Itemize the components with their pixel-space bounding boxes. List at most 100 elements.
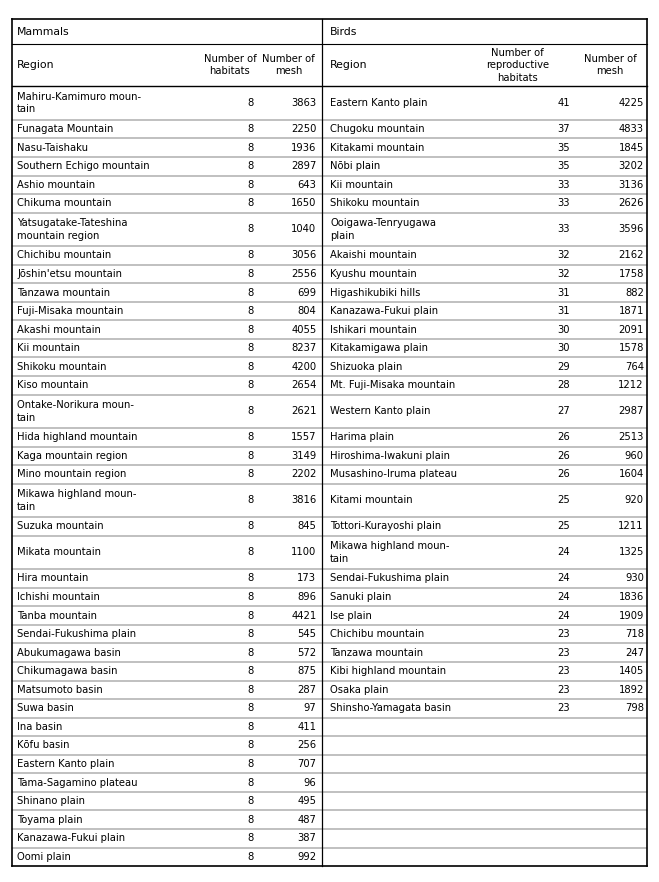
- Text: 4421: 4421: [291, 610, 316, 621]
- Text: Musashino-Iruma plateau: Musashino-Iruma plateau: [330, 469, 457, 480]
- Text: 1892: 1892: [618, 684, 644, 695]
- Text: 3596: 3596: [618, 224, 644, 235]
- Text: Ooigawa-Tenryugawa
plain: Ooigawa-Tenryugawa plain: [330, 218, 436, 241]
- Text: 804: 804: [298, 306, 316, 316]
- Text: Ontake-Norikura moun-
tain: Ontake-Norikura moun- tain: [17, 400, 134, 422]
- Text: 845: 845: [297, 521, 316, 532]
- Text: 545: 545: [297, 629, 316, 639]
- Text: Matsumoto basin: Matsumoto basin: [17, 684, 103, 695]
- Text: Higashikubiki hills: Higashikubiki hills: [330, 288, 420, 297]
- Text: Mikawa highland moun-
tain: Mikawa highland moun- tain: [17, 490, 136, 512]
- Text: 8: 8: [248, 451, 254, 461]
- Text: Chikuma mountain: Chikuma mountain: [17, 198, 111, 208]
- Text: Nasu-Taishaku: Nasu-Taishaku: [17, 143, 88, 153]
- Text: 764: 764: [625, 362, 644, 371]
- Text: 25: 25: [558, 496, 570, 505]
- Text: Tama-Sagamino plateau: Tama-Sagamino plateau: [17, 778, 138, 788]
- Text: 23: 23: [558, 666, 570, 676]
- Text: 2162: 2162: [618, 250, 644, 260]
- Text: 643: 643: [297, 180, 316, 190]
- Text: Toyama plain: Toyama plain: [17, 815, 83, 825]
- Text: Kōfu basin: Kōfu basin: [17, 741, 70, 751]
- Text: 920: 920: [625, 496, 644, 505]
- Text: Region: Region: [17, 60, 55, 71]
- Text: 8: 8: [248, 796, 254, 806]
- Text: 2897: 2897: [291, 161, 316, 171]
- Text: Kii mountain: Kii mountain: [330, 180, 393, 190]
- Text: 27: 27: [558, 407, 570, 416]
- Text: 8: 8: [248, 496, 254, 505]
- Text: 35: 35: [558, 161, 570, 171]
- Text: 8: 8: [248, 684, 254, 695]
- Text: 2556: 2556: [291, 269, 316, 279]
- Text: 96: 96: [304, 778, 316, 788]
- Text: 1405: 1405: [619, 666, 644, 676]
- Text: Sendai-Fukushima plain: Sendai-Fukushima plain: [330, 573, 449, 584]
- Text: 8: 8: [248, 288, 254, 297]
- Text: Kanazawa-Fukui plain: Kanazawa-Fukui plain: [330, 306, 438, 316]
- Text: Ise plain: Ise plain: [330, 610, 372, 621]
- Text: 1211: 1211: [618, 521, 644, 532]
- Text: 718: 718: [625, 629, 644, 639]
- Text: Tottori-Kurayoshi plain: Tottori-Kurayoshi plain: [330, 521, 442, 532]
- Text: 8: 8: [248, 143, 254, 153]
- Text: 387: 387: [297, 833, 316, 843]
- Text: Hida highland mountain: Hida highland mountain: [17, 432, 138, 443]
- Text: 495: 495: [297, 796, 316, 806]
- Text: Ashio mountain: Ashio mountain: [17, 180, 96, 190]
- Text: 8: 8: [248, 407, 254, 416]
- Text: Yatsugatake-Tateshina
mountain region: Yatsugatake-Tateshina mountain region: [17, 218, 128, 241]
- Text: 2626: 2626: [618, 198, 644, 208]
- Text: Number of
mesh: Number of mesh: [584, 54, 637, 77]
- Text: 4055: 4055: [291, 325, 316, 334]
- Text: 8: 8: [248, 592, 254, 602]
- Text: 4833: 4833: [619, 124, 644, 134]
- Text: 8: 8: [248, 815, 254, 825]
- Text: 8: 8: [248, 306, 254, 316]
- Text: 8: 8: [248, 380, 254, 391]
- Text: 2654: 2654: [291, 380, 316, 391]
- Text: 1040: 1040: [291, 224, 316, 235]
- Text: Mikata mountain: Mikata mountain: [17, 548, 101, 557]
- Text: 8: 8: [248, 521, 254, 532]
- Text: 2513: 2513: [618, 432, 644, 443]
- Text: 1871: 1871: [618, 306, 644, 316]
- Text: Southern Echigo mountain: Southern Echigo mountain: [17, 161, 150, 171]
- Text: Fuji-Misaka mountain: Fuji-Misaka mountain: [17, 306, 123, 316]
- Text: 26: 26: [558, 451, 570, 461]
- Text: 35: 35: [558, 143, 570, 153]
- Text: 4200: 4200: [291, 362, 316, 371]
- Text: 173: 173: [297, 573, 316, 584]
- Text: Chugoku mountain: Chugoku mountain: [330, 124, 425, 134]
- Text: 97: 97: [304, 703, 316, 714]
- Text: 2250: 2250: [291, 124, 316, 134]
- Text: 4225: 4225: [618, 98, 644, 108]
- Text: 2621: 2621: [291, 407, 316, 416]
- Text: 28: 28: [558, 380, 570, 391]
- Text: 8: 8: [248, 666, 254, 676]
- Text: 30: 30: [558, 343, 570, 353]
- Text: 8: 8: [248, 325, 254, 334]
- Text: Kitakami mountain: Kitakami mountain: [330, 143, 424, 153]
- Text: Sanuki plain: Sanuki plain: [330, 592, 391, 602]
- Text: 33: 33: [558, 180, 570, 190]
- Text: 1909: 1909: [618, 610, 644, 621]
- Text: Jōshin'etsu mountain: Jōshin'etsu mountain: [17, 269, 122, 279]
- Text: Mt. Fuji-Misaka mountain: Mt. Fuji-Misaka mountain: [330, 380, 455, 391]
- Text: 8: 8: [248, 741, 254, 751]
- Text: Region: Region: [330, 60, 368, 71]
- Text: Birds: Birds: [330, 26, 357, 37]
- Text: 992: 992: [297, 852, 316, 862]
- Text: 1758: 1758: [618, 269, 644, 279]
- Text: 30: 30: [558, 325, 570, 334]
- Text: 8: 8: [248, 432, 254, 443]
- Text: 33: 33: [558, 224, 570, 235]
- Text: 8: 8: [248, 250, 254, 260]
- Text: Chikumagawa basin: Chikumagawa basin: [17, 666, 118, 676]
- Text: 3863: 3863: [291, 98, 316, 108]
- Text: Kiso mountain: Kiso mountain: [17, 380, 88, 391]
- Text: 37: 37: [558, 124, 570, 134]
- Text: 3202: 3202: [619, 161, 644, 171]
- Text: Nōbi plain: Nōbi plain: [330, 161, 380, 171]
- Text: 8: 8: [248, 703, 254, 714]
